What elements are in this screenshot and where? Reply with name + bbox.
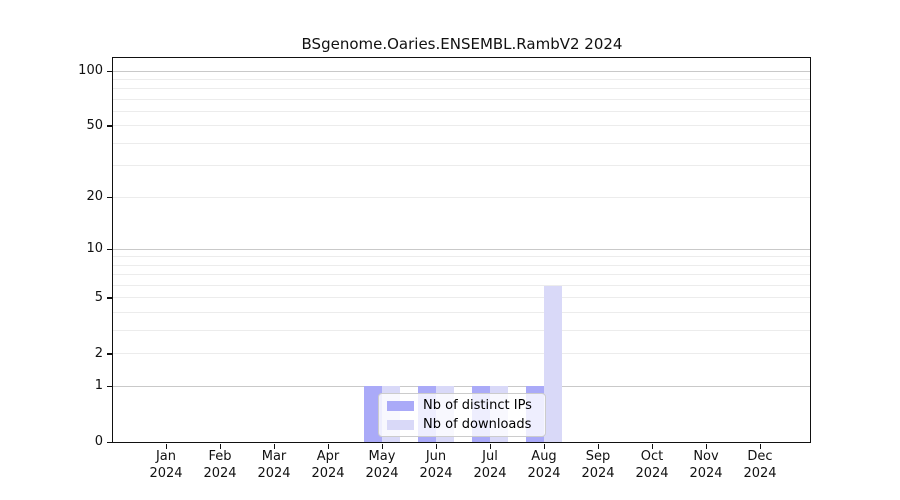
year-label: 2024 (203, 466, 237, 481)
month-label: Jan (155, 449, 177, 464)
month-label: Aug (531, 449, 557, 464)
legend-label-downloads: Nb of downloads (423, 417, 532, 432)
gridline-30 (113, 165, 810, 167)
x-tick-mar (273, 444, 275, 449)
year-label: 2024 (473, 466, 507, 481)
y-tick-10 (107, 248, 113, 251)
gridline-5 (113, 297, 810, 299)
bar-aug-downloads (544, 285, 562, 442)
x-tick-dec (759, 444, 761, 449)
year-label: 2024 (149, 466, 183, 481)
x-tick-jan (165, 444, 167, 449)
gridline-70 (113, 98, 810, 100)
gridline-10 (113, 248, 810, 250)
y-tick-5 (107, 297, 113, 299)
gridline-40 (113, 142, 810, 144)
x-tick-label-feb: Feb 2024 (188, 448, 252, 482)
year-label: 2024 (365, 466, 399, 481)
y-tick-100 (107, 70, 113, 72)
gridline-2 (113, 353, 810, 355)
year-label: 2024 (743, 466, 777, 481)
y-tick-20 (107, 196, 113, 199)
month-label: Oct (640, 449, 664, 464)
gridline-1 (113, 385, 810, 387)
y-tick-label-1: 1 (94, 378, 103, 394)
month-label: Mar (261, 449, 287, 464)
legend: Nb of distinct IPs Nb of downloads (378, 393, 546, 437)
y-tick-label-0: 0 (94, 434, 103, 449)
year-label: 2024 (689, 466, 723, 481)
year-label: 2024 (257, 466, 291, 481)
month-label: Jun (425, 449, 447, 464)
legend-label-distinct-ips: Nb of distinct IPs (423, 398, 532, 413)
gridline-90 (113, 78, 810, 80)
y-tick-0 (107, 441, 113, 443)
y-tick-label-2: 2 (94, 345, 103, 361)
year-label: 2024 (635, 466, 669, 481)
x-tick-apr (327, 444, 329, 449)
y-tick-50 (107, 125, 113, 127)
year-label: 2024 (311, 466, 345, 481)
x-tick-may (381, 444, 383, 449)
bar-may-distinct-ips (364, 386, 382, 442)
month-label: Dec (747, 449, 773, 464)
y-tick-label-100: 100 (78, 63, 103, 78)
distinct-ips-swatch (387, 400, 414, 411)
x-tick-label-apr: Apr 2024 (296, 448, 360, 482)
y-tick-1 (107, 385, 113, 388)
year-label: 2024 (527, 466, 561, 481)
gridline-20 (113, 196, 810, 198)
y-tick-label-5: 5 (94, 289, 103, 305)
x-tick-label-jan: Jan 2024 (134, 448, 198, 482)
x-tick-label-aug: Aug 2024 (512, 448, 576, 482)
x-tick-jul (489, 444, 491, 449)
y-tick-label-20: 20 (86, 189, 103, 205)
x-tick-oct (651, 444, 653, 449)
x-tick-jun (435, 444, 437, 449)
x-tick-nov (705, 444, 707, 449)
gridline-8 (113, 264, 810, 266)
x-tick-label-jun: Jun 2024 (404, 448, 468, 482)
gridline-50 (113, 125, 810, 127)
month-label: Apr (316, 449, 340, 464)
month-label: Feb (208, 449, 232, 464)
x-tick-sep (597, 444, 599, 449)
x-tick-label-may: May 2024 (350, 448, 414, 482)
gridline-4 (113, 312, 810, 314)
x-tick-label-oct: Oct 2024 (620, 448, 684, 482)
x-tick-label-nov: Nov 2024 (674, 448, 738, 482)
gridline-7 (113, 274, 810, 276)
month-label: May (368, 449, 396, 464)
gridline-60 (113, 111, 810, 113)
year-label: 2024 (419, 466, 453, 481)
x-tick-feb (219, 444, 221, 449)
x-tick-aug (543, 444, 545, 449)
gridline-100 (113, 70, 810, 72)
x-tick-label-sep: Sep 2024 (566, 448, 630, 482)
y-tick-label-50: 50 (86, 117, 103, 133)
gridline-9 (113, 256, 810, 258)
chart-title: BSgenome.Oaries.ENSEMBL.RambV2 2024 (301, 35, 623, 53)
gridline-80 (113, 88, 810, 90)
y-tick-2 (107, 353, 113, 355)
legend-item-distinct-ips: Nb of distinct IPs (385, 396, 539, 415)
x-tick-label-jul: Jul 2024 (458, 448, 522, 482)
year-label: 2024 (581, 466, 615, 481)
legend-item-downloads: Nb of downloads (385, 415, 539, 434)
x-tick-label-mar: Mar 2024 (242, 448, 306, 482)
x-tick-label-dec: Dec 2024 (728, 448, 792, 482)
gridline-6 (113, 285, 810, 287)
month-label: Jul (482, 449, 498, 464)
month-label: Sep (585, 449, 611, 464)
downloads-swatch (387, 419, 414, 430)
gridline-3 (113, 330, 810, 332)
y-tick-label-10: 10 (86, 241, 103, 257)
month-label: Nov (693, 449, 719, 464)
